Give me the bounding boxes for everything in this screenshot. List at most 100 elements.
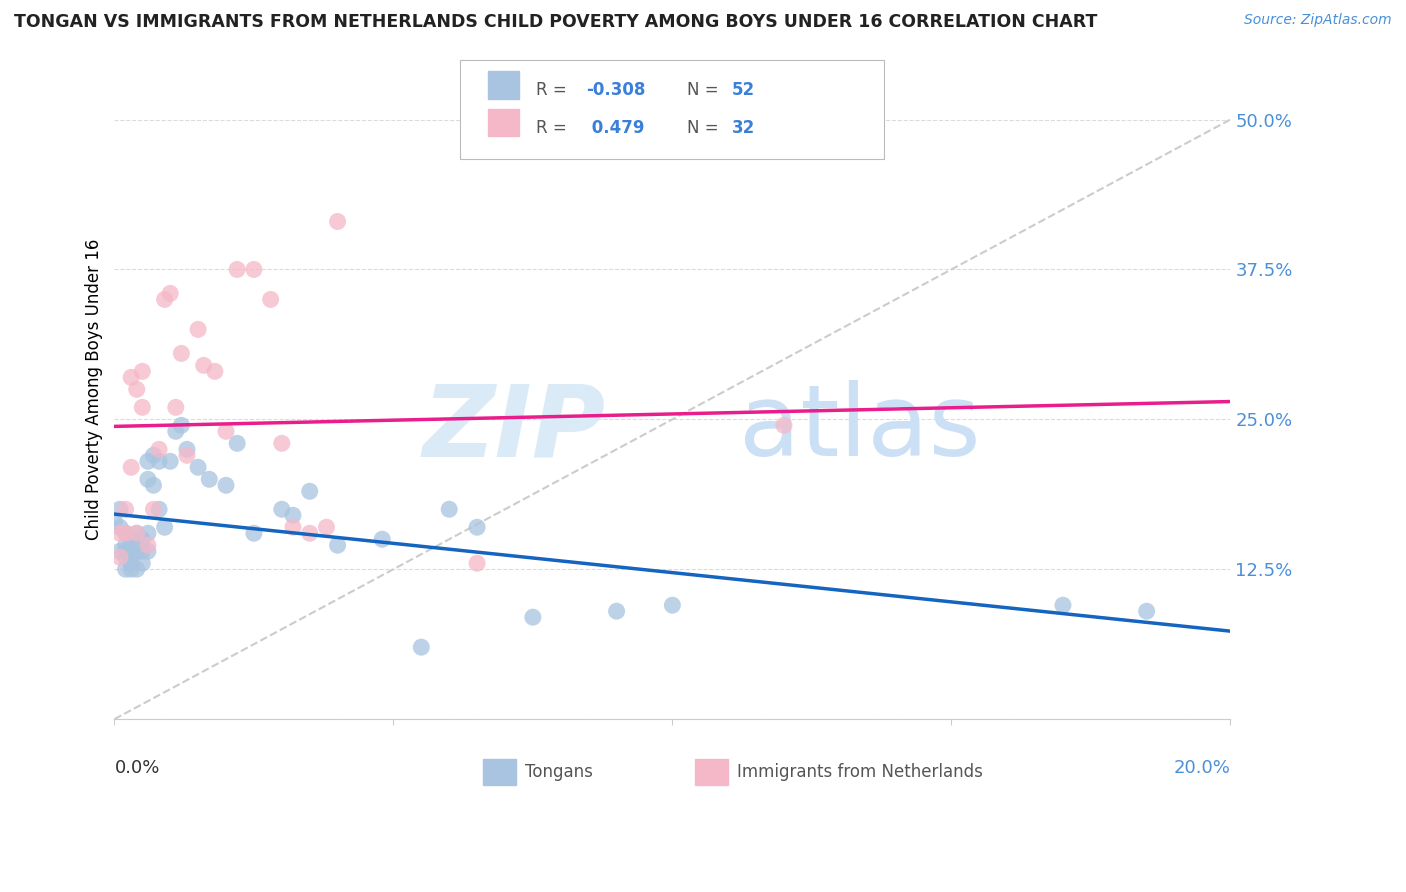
Point [103,514,125,528]
Bar [488,71,519,99]
Bar [695,759,728,785]
Point [226,436,249,450]
Point [125,526,148,541]
Point [226,262,249,277]
Point [259,293,281,307]
Point [131,364,153,378]
Text: Immigrants from Netherlands: Immigrants from Netherlands [737,763,983,780]
Point [215,425,238,439]
Point [114,526,136,541]
Point [204,364,226,378]
Point [198,472,221,486]
Point [315,520,337,534]
Point [326,214,349,228]
Point [465,556,488,570]
Point [125,562,148,576]
Point [148,442,170,457]
Text: Source: ZipAtlas.com: Source: ZipAtlas.com [1244,13,1392,28]
FancyBboxPatch shape [460,60,884,159]
Point [165,401,187,415]
Point [120,533,142,547]
Point [298,526,321,541]
Point [170,346,193,360]
Point [120,460,142,475]
Point [120,370,142,384]
Point [108,550,131,565]
Text: 52: 52 [731,81,755,99]
Point [120,550,142,565]
Point [131,401,153,415]
Point [326,538,349,552]
Point [114,550,136,565]
Text: R =: R = [536,81,572,99]
Point [114,544,136,558]
Point [159,454,181,468]
Point [142,478,165,492]
Point [136,526,159,541]
Point [281,520,304,534]
Point [148,454,170,468]
Point [298,484,321,499]
Point [465,520,488,534]
Point [131,556,153,570]
Point [165,425,187,439]
Text: R =: R = [536,119,578,137]
Point [136,544,159,558]
Point [153,293,176,307]
Point [281,508,304,523]
Point [522,610,544,624]
Point [187,460,209,475]
Point [142,502,165,516]
Point [131,533,153,547]
Point [606,604,628,618]
Point [411,640,433,655]
Point [159,286,181,301]
Bar [482,759,516,785]
Point [1052,598,1074,612]
Point [125,538,148,552]
Point [125,382,148,396]
Text: 20.0%: 20.0% [1174,759,1230,777]
Point [773,418,796,433]
Point [125,544,148,558]
Text: TONGAN VS IMMIGRANTS FROM NETHERLANDS CHILD POVERTY AMONG BOYS UNDER 16 CORRELAT: TONGAN VS IMMIGRANTS FROM NETHERLANDS CH… [14,13,1098,31]
Point [114,562,136,576]
Point [243,526,266,541]
Point [176,442,198,457]
Point [142,448,165,462]
Point [371,533,394,547]
Point [114,502,136,516]
Y-axis label: Child Poverty Among Boys Under 16: Child Poverty Among Boys Under 16 [86,239,103,540]
Point [215,478,238,492]
Text: 32: 32 [731,119,755,137]
Text: 0.0%: 0.0% [114,759,160,777]
Point [270,436,292,450]
Point [120,538,142,552]
Point [661,598,683,612]
Point [125,526,148,541]
Point [108,502,131,516]
Point [1136,604,1159,618]
Point [120,562,142,576]
Text: ZIP: ZIP [422,380,606,477]
Point [120,556,142,570]
Point [108,520,131,534]
Point [170,418,193,433]
Text: atlas: atlas [740,380,981,477]
Point [193,359,215,373]
Point [131,544,153,558]
Point [437,502,460,516]
Point [270,502,292,516]
Text: N =: N = [688,119,724,137]
Text: -0.308: -0.308 [586,81,645,99]
Point [136,454,159,468]
Point [176,448,198,462]
Point [114,538,136,552]
Point [187,322,209,336]
Point [136,538,159,552]
Point [114,526,136,541]
Point [243,262,266,277]
Point [153,520,176,534]
Point [148,502,170,516]
Point [136,472,159,486]
